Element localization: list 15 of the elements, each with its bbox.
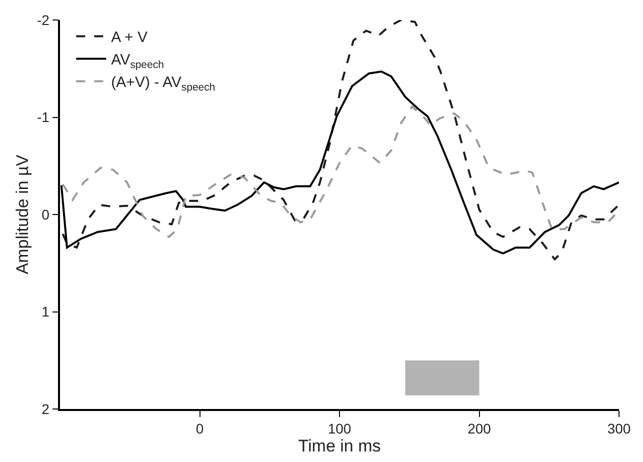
y-tick-label: 0 <box>42 206 50 222</box>
x-tick-label: 0 <box>196 420 204 437</box>
y-tick-label: -2 <box>36 12 50 28</box>
x-axis-title: Time in ms <box>298 436 381 456</box>
y-axis-title: Amplitude in µV <box>13 154 32 274</box>
y-tick-label: -1 <box>36 109 50 126</box>
legend-label: (A+V) - AV$_{speech}$ <box>111 74 216 94</box>
y-tick-label: 2 <box>42 400 50 417</box>
y-tick-label: 1 <box>42 304 50 320</box>
x-tick-label: 100 <box>328 420 352 437</box>
x-tick-label: 200 <box>468 420 492 437</box>
legend-label: A + V <box>111 29 148 46</box>
x-tick-label: 300 <box>607 420 631 437</box>
line-series <box>62 20 619 260</box>
legend-label: AV$_{speech}$ <box>111 52 164 71</box>
